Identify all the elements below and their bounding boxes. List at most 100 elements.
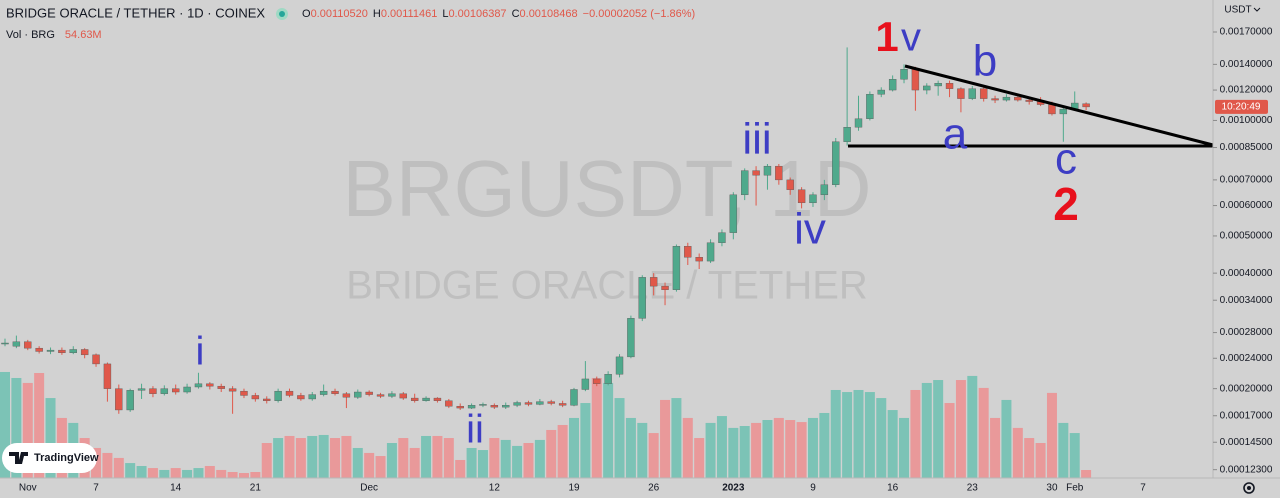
x-tick-label: Dec <box>360 483 378 494</box>
volume-bar <box>660 399 671 478</box>
candle-body <box>957 88 965 99</box>
candle-body <box>558 403 567 406</box>
candle-body <box>968 88 976 99</box>
candle-body <box>1025 99 1033 102</box>
x-tick-label: 7 <box>1140 483 1146 494</box>
volume-bar <box>614 398 625 478</box>
watermark: BRIDGE ORACLE / TETHER <box>346 264 868 308</box>
volume-bar <box>557 424 568 478</box>
candle-body <box>923 85 931 91</box>
candle-body <box>263 398 271 401</box>
volume-bar <box>842 392 853 478</box>
volume-bar <box>261 442 272 478</box>
x-tick-label: 23 <box>967 483 979 494</box>
ohlc-key: L <box>442 8 448 20</box>
candle-body <box>741 170 749 196</box>
candle-body <box>832 141 840 185</box>
volume-bar <box>864 392 875 478</box>
y-tick-label: 0.00140000 <box>1220 59 1273 70</box>
candle-body <box>433 397 442 401</box>
volume-bar <box>921 382 932 478</box>
volume-bar <box>409 447 420 478</box>
volume-bar <box>944 403 955 478</box>
badge-text: TradingView <box>34 452 99 464</box>
candle-body <box>934 83 942 87</box>
candle-body <box>661 285 669 290</box>
candle-body <box>228 388 237 392</box>
candle-body <box>24 341 32 349</box>
currency-caret[interactable] <box>1253 7 1261 12</box>
x-tick-label: 12 <box>489 483 501 494</box>
y-tick-label: 0.00017000 <box>1220 410 1273 421</box>
candle-body <box>649 277 658 287</box>
candle-body <box>58 349 66 354</box>
volume-bar <box>512 445 523 478</box>
settings-icon[interactable] <box>1243 482 1255 494</box>
candle-body <box>308 394 316 400</box>
candle-body <box>1 342 9 345</box>
badge-bg <box>2 443 97 473</box>
candle-body <box>877 89 885 95</box>
candle-body <box>354 391 362 398</box>
volume-bar <box>705 422 716 478</box>
candle-body <box>217 385 225 389</box>
wave-label: iii <box>742 115 771 164</box>
candle-body <box>171 388 180 393</box>
candle-body <box>490 405 499 408</box>
badge-logo <box>9 452 28 464</box>
y-tick-label: 0.00014500 <box>1220 437 1273 448</box>
candle-body <box>1059 108 1068 115</box>
candle-body <box>251 395 260 400</box>
candle-body <box>786 179 794 190</box>
volume-bar <box>785 420 796 478</box>
currency-label[interactable]: USDT <box>1224 5 1251 16</box>
candle-body <box>137 388 146 391</box>
volume-bar <box>933 380 944 478</box>
candle-body <box>240 390 248 396</box>
x-tick-label: Feb <box>1066 483 1084 494</box>
volume-bar <box>193 468 204 478</box>
x-tick-label: 7 <box>93 483 99 494</box>
candle-body <box>445 400 453 407</box>
y-tick-label: 0.00120000 <box>1220 85 1273 96</box>
candle-body <box>422 397 430 401</box>
candle-body <box>103 363 112 389</box>
volume-bar <box>250 471 261 478</box>
volume-value: 54.63M <box>65 29 102 41</box>
candle-body <box>979 88 988 99</box>
candle-body <box>672 246 681 290</box>
candle-body <box>581 378 590 390</box>
volume-bar <box>216 469 227 478</box>
candle-body <box>183 386 191 393</box>
volume-bar <box>295 438 306 478</box>
y-tick-label: 0.00060000 <box>1220 200 1273 211</box>
tradingview-badge[interactable]: TradingView <box>2 443 99 473</box>
y-tick-label: 0.00028000 <box>1220 327 1273 338</box>
candle-body <box>718 232 726 243</box>
countdown: 10:20:49 <box>1222 102 1261 113</box>
ohlc-key: C <box>512 8 520 20</box>
candle-body <box>763 165 772 176</box>
volume-bar <box>751 422 762 478</box>
candle-body <box>752 170 760 176</box>
candle-body <box>35 347 43 352</box>
candle-body <box>297 395 305 400</box>
volume-bar <box>671 398 682 478</box>
wave-label: iv <box>794 205 826 254</box>
volume-bar <box>967 375 978 478</box>
candle-body <box>285 390 294 396</box>
volume-bar <box>853 389 864 478</box>
y-tick-label: 0.00020000 <box>1220 383 1273 394</box>
gear <box>1243 482 1255 494</box>
candle-body <box>627 318 635 358</box>
candle-body <box>729 194 738 233</box>
volume-bar <box>113 457 124 478</box>
candle-body <box>854 118 863 128</box>
wave-label: 2 <box>1053 178 1079 230</box>
x-tick-label: 14 <box>170 483 182 494</box>
wave-label: i <box>196 330 205 374</box>
wave-label: c <box>1055 135 1077 184</box>
candle-body <box>900 68 908 80</box>
